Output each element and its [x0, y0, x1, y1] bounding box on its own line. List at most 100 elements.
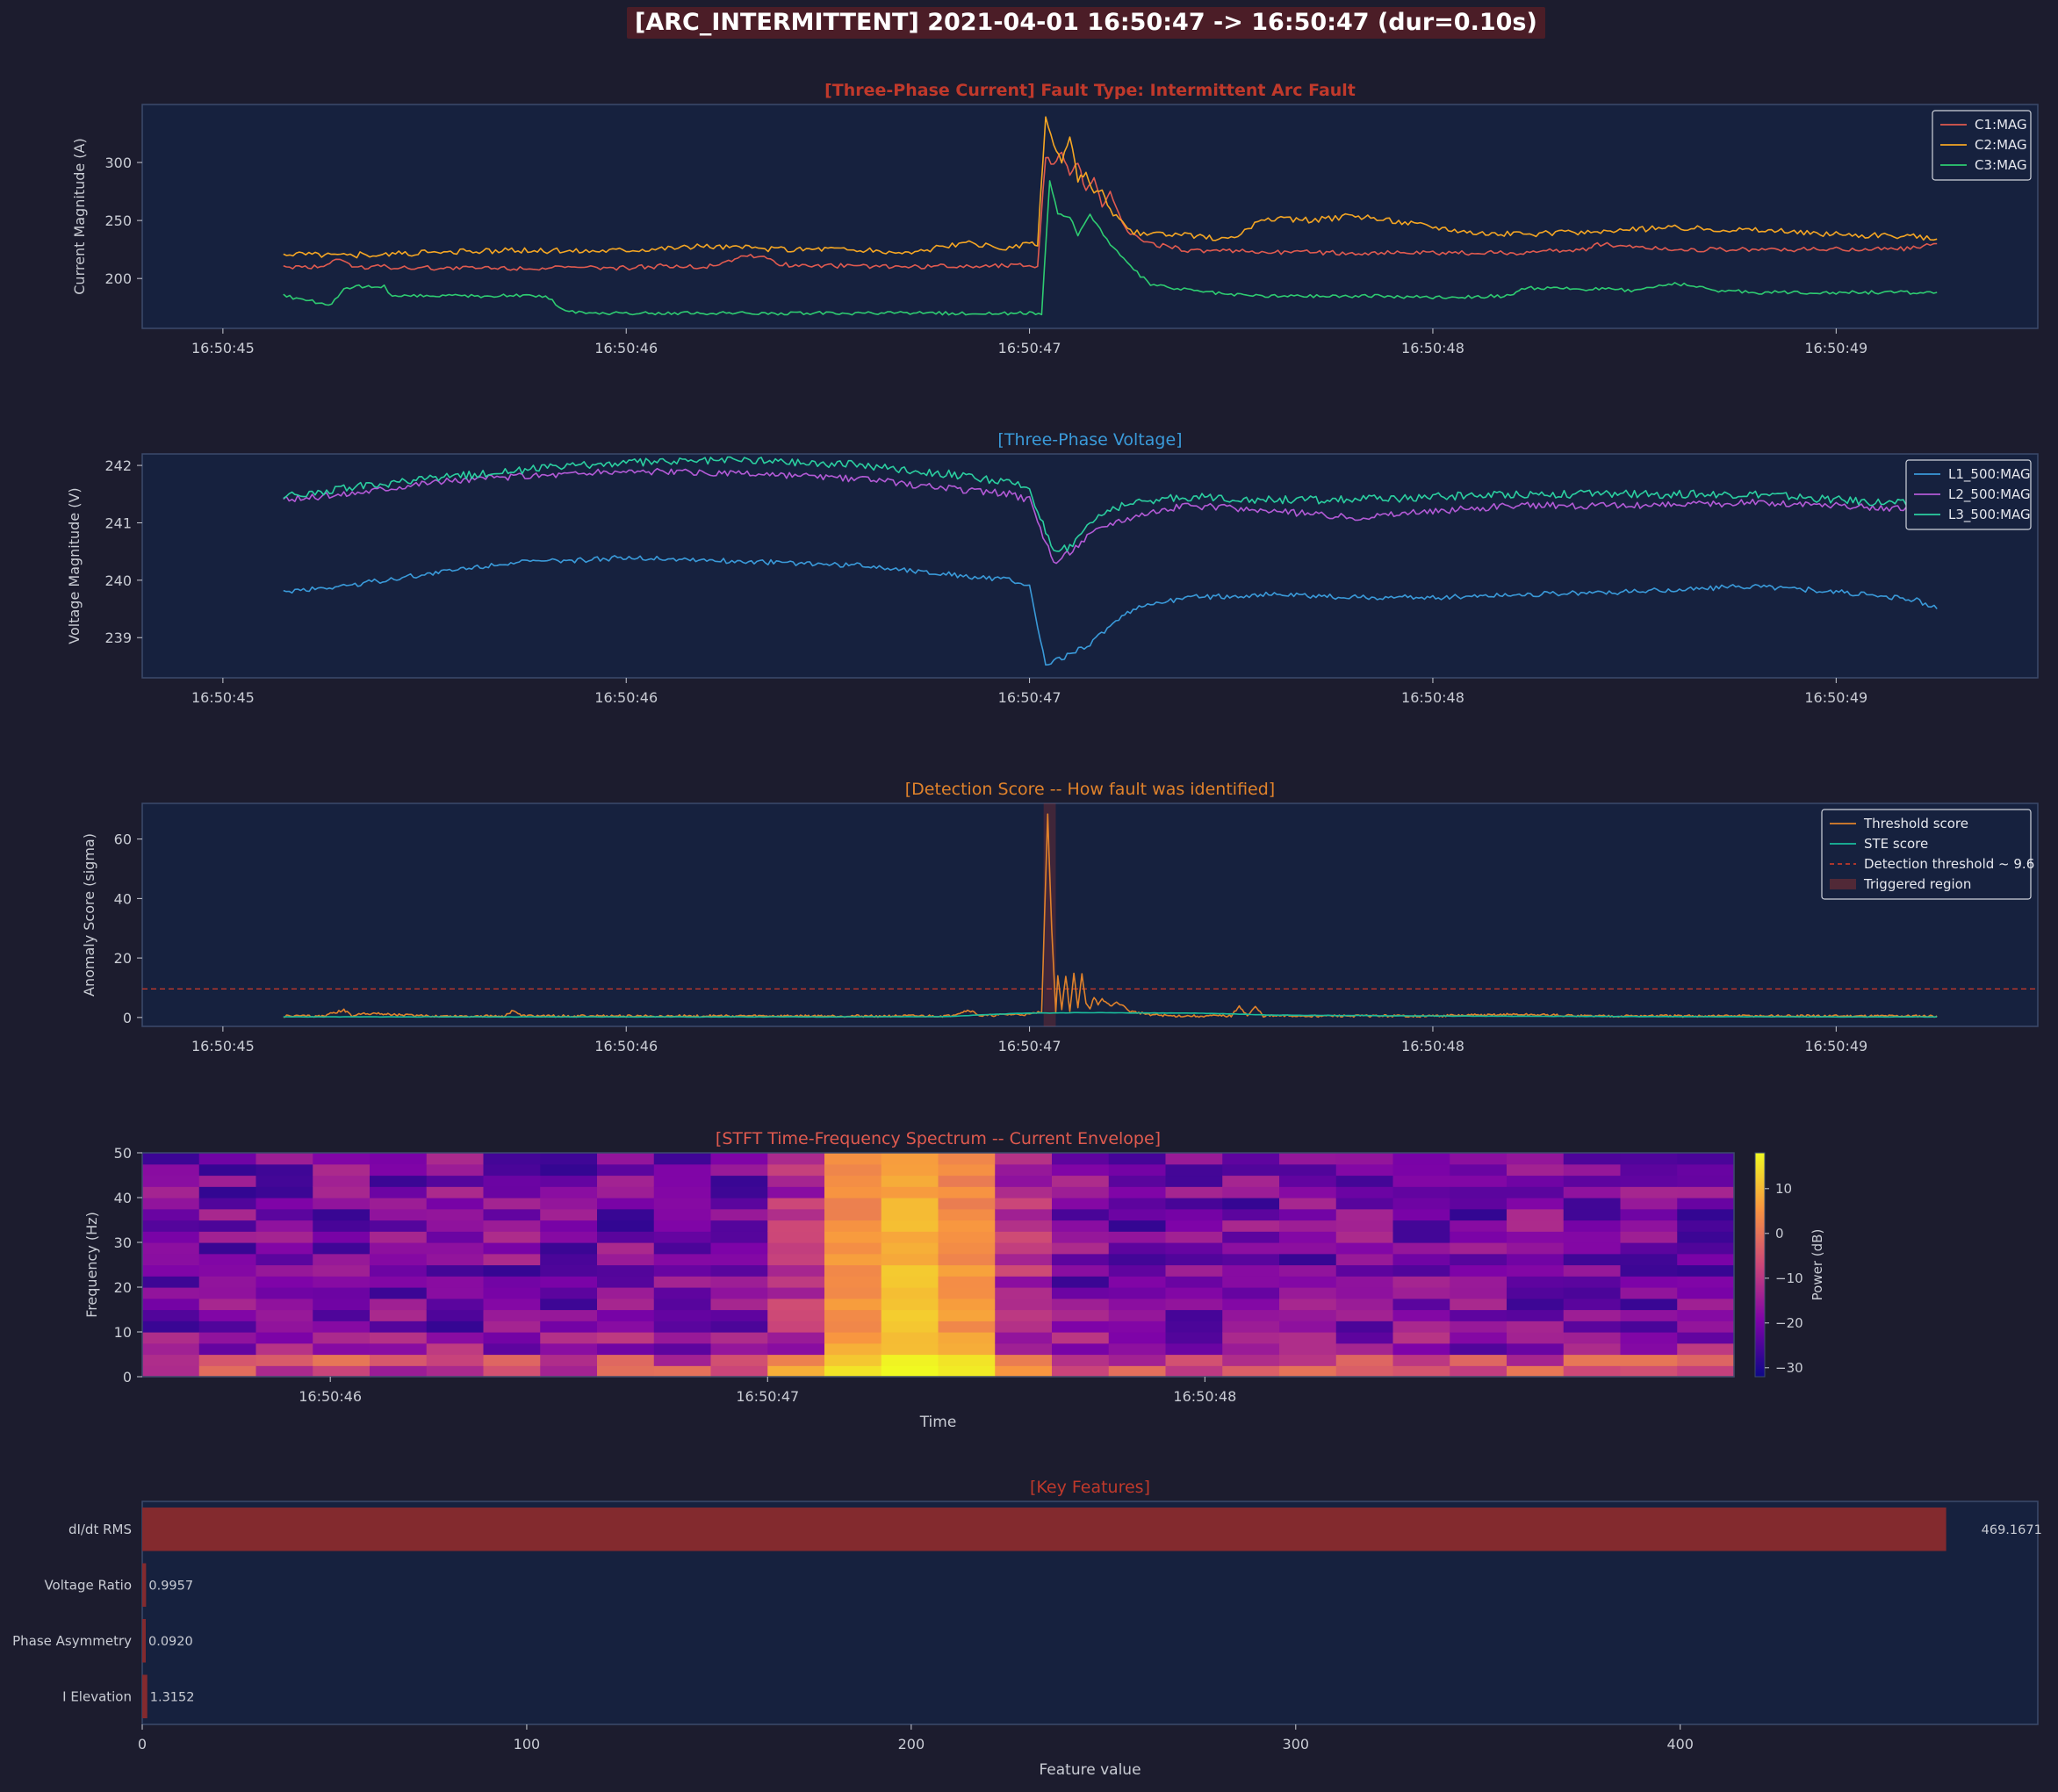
stft-cell — [1450, 1231, 1508, 1243]
stft-cell — [1677, 1354, 1735, 1366]
current-series-c3-mag — [283, 180, 1938, 316]
stft-cell — [313, 1186, 371, 1198]
stft-cell — [1052, 1198, 1110, 1210]
stft-cell — [313, 1298, 371, 1311]
stft-cell — [426, 1309, 485, 1321]
stft-cell — [1450, 1365, 1508, 1378]
stft-cell — [881, 1332, 939, 1344]
voltage-y-tick-label: 240 — [104, 572, 132, 589]
stft-cell — [1052, 1220, 1110, 1232]
current-legend-label: C3:MAG — [1975, 157, 2027, 173]
stft-cell — [1563, 1298, 1622, 1311]
current-legend-label: C2:MAG — [1975, 137, 2027, 153]
stft-cell — [597, 1253, 655, 1266]
stft-cell — [938, 1276, 996, 1288]
stft-cell — [1677, 1153, 1735, 1165]
stft-cell — [767, 1342, 825, 1356]
stft-cell — [198, 1321, 257, 1333]
stft-cell — [1222, 1264, 1280, 1277]
stft-cell — [313, 1163, 371, 1177]
voltage-x-tick-label: 16:50:47 — [998, 689, 1061, 706]
stft-cell — [1165, 1354, 1223, 1366]
stft-cell — [1563, 1253, 1622, 1266]
stft-cell — [1677, 1242, 1735, 1255]
voltage-title: [Three-Phase Voltage] — [997, 430, 1182, 450]
stft-cell — [881, 1253, 939, 1266]
stft-cell — [938, 1264, 996, 1277]
stft-cell — [313, 1198, 371, 1210]
stft-colorbar-tick-label: −20 — [1775, 1315, 1803, 1331]
stft-cell — [1279, 1342, 1337, 1356]
stft-cell — [767, 1231, 825, 1243]
stft-y-tick-label: 20 — [114, 1279, 132, 1296]
stft-cell — [1052, 1309, 1110, 1321]
stft-cell — [653, 1231, 712, 1243]
stft-cell — [597, 1198, 655, 1210]
voltage-x-tick-label: 16:50:48 — [1401, 689, 1464, 706]
stft-cell — [1165, 1298, 1223, 1311]
stft-cell — [1165, 1309, 1223, 1321]
stft-cell — [881, 1298, 939, 1311]
stft-cell — [483, 1208, 541, 1221]
stft-cell — [881, 1276, 939, 1288]
stft-cell — [1108, 1298, 1167, 1311]
stft-y-axis-label: Frequency (Hz) — [83, 1212, 100, 1318]
stft-cell — [995, 1253, 1053, 1266]
current-legend-label: C1:MAG — [1975, 117, 2027, 133]
stft-cell — [995, 1153, 1053, 1165]
stft-cell — [1620, 1198, 1678, 1210]
features-category-label: Phase Asymmetry — [12, 1633, 132, 1649]
stft-cell — [142, 1342, 200, 1356]
stft-cell — [198, 1264, 257, 1277]
stft-cell — [995, 1276, 1053, 1288]
stft-cell — [255, 1309, 313, 1321]
current-y-tick-label: 250 — [104, 212, 132, 229]
stft-cell — [255, 1220, 313, 1232]
stft-cell — [1335, 1298, 1394, 1311]
stft-cell — [1222, 1342, 1280, 1356]
stft-cell — [1108, 1186, 1167, 1198]
stft-cell — [426, 1287, 485, 1299]
stft-cell — [1677, 1264, 1735, 1277]
stft-cell — [1052, 1342, 1110, 1356]
voltage-series-l2-500-mag — [283, 467, 1938, 565]
stft-cell — [142, 1332, 200, 1344]
features-x-tick-label: 300 — [1283, 1736, 1310, 1752]
current-y-tick-label: 300 — [104, 155, 132, 171]
stft-cell — [1052, 1332, 1110, 1344]
stft-cell — [597, 1332, 655, 1344]
stft-cell — [881, 1163, 939, 1177]
stft-cell — [824, 1298, 882, 1311]
stft-cell — [370, 1287, 428, 1299]
stft-cell — [1165, 1264, 1223, 1277]
stft-cell — [370, 1220, 428, 1232]
stft-cell — [938, 1163, 996, 1177]
stft-cell — [255, 1321, 313, 1333]
stft-cell — [1392, 1365, 1450, 1378]
stft-cell — [1052, 1175, 1110, 1187]
stft-cell — [995, 1264, 1053, 1277]
stft-cell — [1507, 1321, 1565, 1333]
stft-cell — [710, 1309, 768, 1321]
stft-cell — [255, 1332, 313, 1344]
stft-colorbar — [1754, 1152, 1766, 1378]
stft-cell — [1279, 1287, 1337, 1299]
features-x-tick-label: 400 — [1666, 1736, 1694, 1752]
score-legend-label: Detection threshold ~ 9.6 — [1864, 856, 2034, 872]
features-category-label: dI/dt RMS — [68, 1522, 132, 1537]
stft-cell — [1450, 1287, 1508, 1299]
stft-cell — [1563, 1354, 1622, 1366]
stft-cell — [767, 1309, 825, 1321]
stft-cell — [198, 1354, 257, 1366]
stft-cell — [710, 1163, 768, 1177]
score-x-tick-label: 16:50:46 — [594, 1038, 658, 1054]
stft-cell — [1052, 1321, 1110, 1333]
stft-cell — [1563, 1309, 1622, 1321]
stft-cell — [313, 1332, 371, 1344]
stft-cell — [1222, 1208, 1280, 1221]
voltage-legend-label: L2_500:MAG — [1948, 486, 2031, 503]
stft-cell — [1279, 1198, 1337, 1210]
stft-cell — [483, 1175, 541, 1187]
stft-cell — [313, 1220, 371, 1232]
